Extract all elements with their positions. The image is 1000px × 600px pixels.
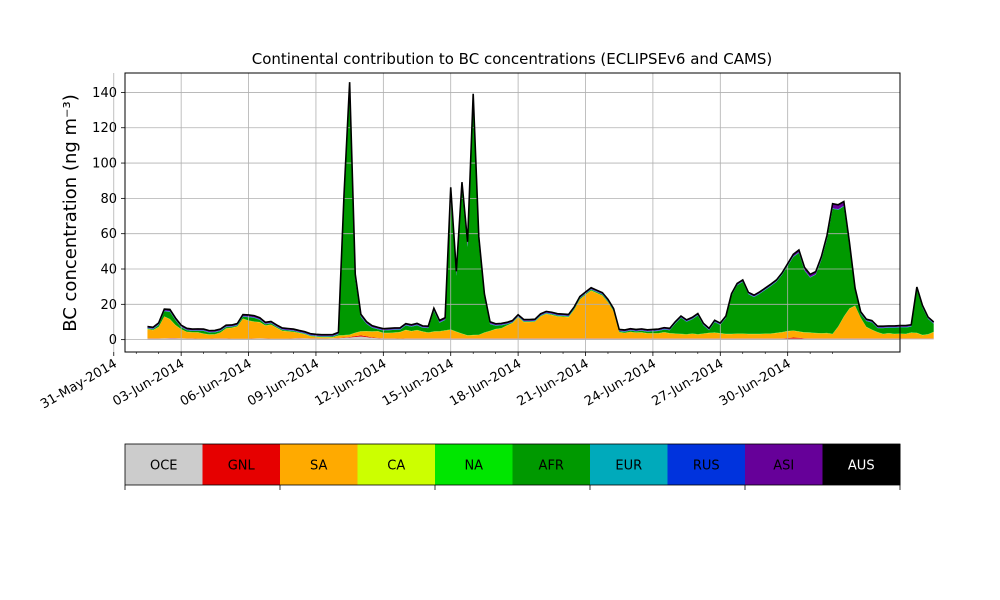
legend-label: EUR [615,459,642,474]
legend-swatch-sa [280,444,358,485]
x-tick-label: 06-Jun-2014 [178,356,255,409]
y-tick-label: 120 [92,121,117,136]
legend-label: AUS [848,459,875,474]
x-tick-label: 18-Jun-2014 [447,356,524,409]
plot-area [113,72,935,353]
area-gnl [147,335,934,339]
stacked-areas [147,82,934,340]
legend-frame [124,443,901,486]
area-oce [147,336,934,340]
chart-title: Continental contribution to BC concentra… [252,50,773,68]
x-tick-label: 30-Jun-2014 [717,356,794,409]
y-tick-label: 40 [100,263,117,278]
y-axis: 0 20 40 60 80 100 120 140 [92,86,125,348]
plot-frame [124,72,901,353]
legend-swatch-na [435,444,513,485]
legend-label: SA [310,459,327,474]
legend-swatch-gnl [202,444,281,485]
y-tick-label: 0 [109,333,117,348]
legend-swatch-ca [357,444,436,485]
x-tick-label: 27-Jun-2014 [649,356,726,409]
legend-swatch-asi [745,444,823,485]
y-tick-label: 100 [92,157,117,172]
x-tick-label: 15-Jun-2014 [380,356,457,409]
legend-label: RUS [693,459,720,474]
x-axis: 31-May-201403-Jun-201406-Jun-201409-Jun-… [38,352,833,412]
total-outline [147,82,935,336]
x-tick-label: 12-Jun-2014 [313,356,390,409]
legend-label: NA [464,459,483,474]
legend-label: CA [387,459,405,474]
x-tick-label: 21-Jun-2014 [515,356,592,409]
legend-label: OCE [150,459,178,474]
area-sa [147,290,934,339]
legend-label: GNL [228,459,256,474]
area-afr [147,90,934,337]
legend-swatch-eur [590,444,668,485]
legend-swatch-aus [822,444,901,485]
legend-label: AFR [539,459,564,474]
grid-lines [113,73,900,352]
legend-colorbar: OCE GNL SA CA NA AFR EUR RUS ASI AUS [124,443,901,490]
legend-swatch-oce [125,444,203,485]
y-tick-label: 20 [100,298,117,313]
legend-swatch-rus [667,444,746,485]
legend-swatch-afr [512,444,591,485]
x-tick-label: 09-Jun-2014 [245,356,322,409]
y-tick-label: 60 [100,227,117,242]
y-tick-label: 140 [92,86,117,101]
legend-label: ASI [773,459,794,474]
x-tick-label: 03-Jun-2014 [110,356,187,409]
y-axis-label: BC concentration (ng m⁻³) [60,94,81,332]
x-tick-label: 24-Jun-2014 [582,356,659,409]
y-tick-label: 80 [100,192,117,207]
x-tick-label: 31-May-2014 [38,356,120,412]
